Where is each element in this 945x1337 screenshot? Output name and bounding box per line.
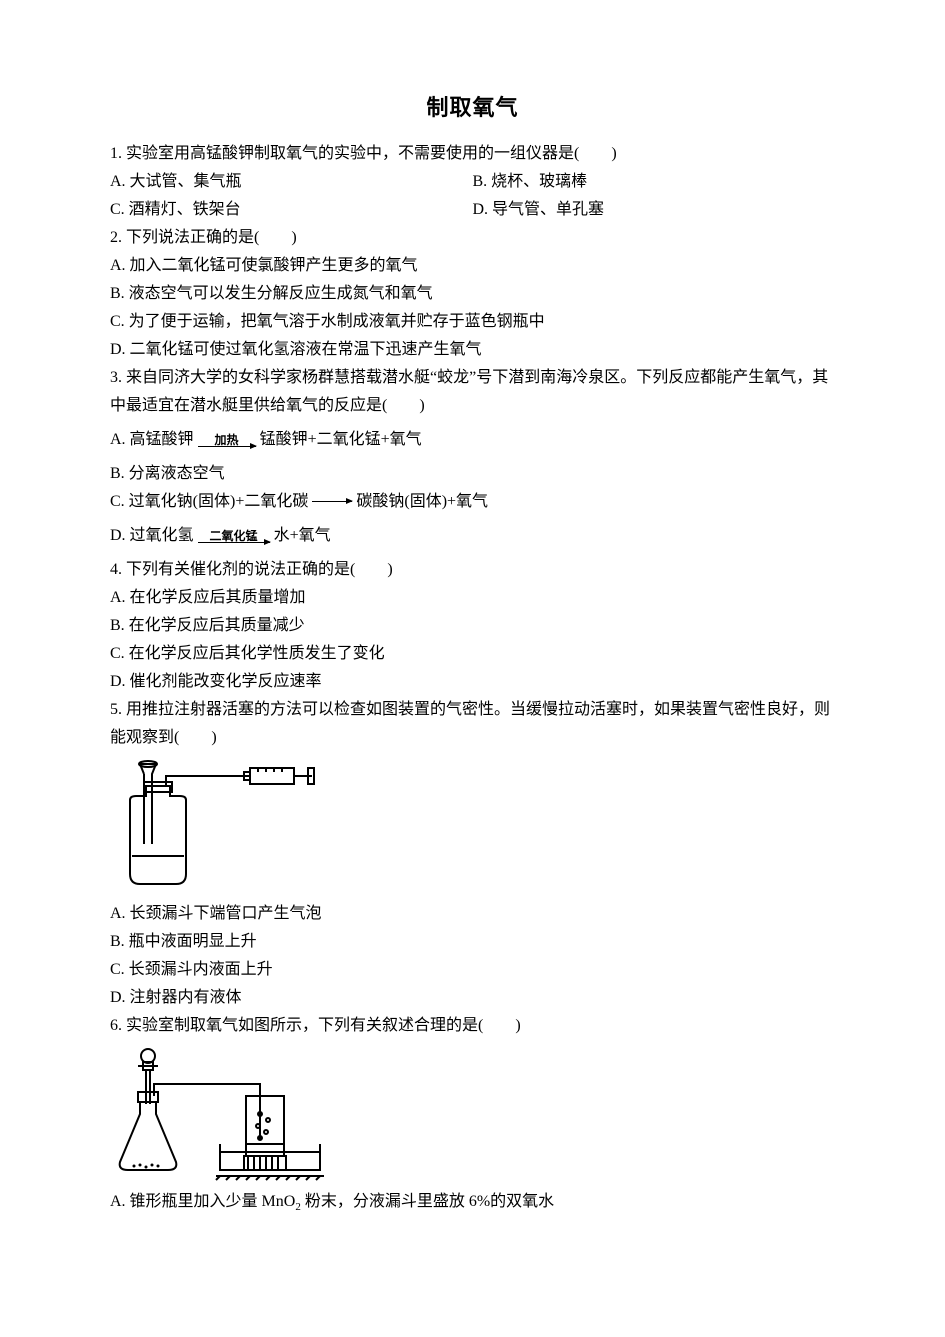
q1-stem: 1. 实验室用高锰酸钾制取氧气的实验中，不需要使用的一组仪器是( ): [110, 140, 835, 168]
q1-opt-b: B. 烧杯、玻璃棒: [473, 168, 836, 196]
q3-a-left: A. 高锰酸钾: [110, 431, 194, 448]
q4-opt-a: A. 在化学反应后其质量增加: [110, 584, 835, 612]
q5-stem: 5. 用推拉注射器活塞的方法可以检查如图装置的气密性。当缓慢拉动活塞时，如果装置…: [110, 696, 835, 752]
q5-figure: [110, 756, 835, 896]
q3-stem: 3. 来自同济大学的女科学家杨群慧搭载潜水艇“蛟龙”号下潜到南海冷泉区。下列反应…: [110, 364, 835, 420]
apparatus-diagram-icon: [110, 756, 320, 896]
q2-opt-c: C. 为了便于运输，把氧气溶于水制成液氧并贮存于蓝色钢瓶中: [110, 308, 835, 336]
q2-opt-d: D. 二氧化锰可使过氧化氢溶液在常温下迅速产生氧气: [110, 336, 835, 364]
q1-opt-c: C. 酒精灯、铁架台: [110, 196, 473, 224]
q1-row-ab: A. 大试管、集气瓶 B. 烧杯、玻璃棒: [110, 168, 835, 196]
q6-opt-a: A. 锥形瓶里加入少量 MnO2 粉末，分液漏斗里盛放 6%的双氧水: [110, 1188, 835, 1221]
q4-opt-b: B. 在化学反应后其质量减少: [110, 612, 835, 640]
q2-opt-a: A. 加入二氧化锰可使氯酸钾产生更多的氧气: [110, 252, 835, 280]
q3-opt-d: D. 过氧化氢 二氧化锰 水+氧气: [110, 516, 835, 556]
q1-opt-a: A. 大试管、集气瓶: [110, 168, 473, 196]
q3-opt-a: A. 高锰酸钾 加热 锰酸钾+二氧化锰+氧气: [110, 420, 835, 460]
q3-c-right: 碳酸钠(固体)+氧气: [356, 493, 488, 510]
q2-opt-b: B. 液态空气可以发生分解反应生成氮气和氧气: [110, 280, 835, 308]
q5-opt-b: B. 瓶中液面明显上升: [110, 928, 835, 956]
apparatus-diagram-icon: [110, 1044, 340, 1184]
q4-opt-c: C. 在化学反应后其化学性质发生了变化: [110, 640, 835, 668]
reaction-arrow-icon: 二氧化锰: [198, 526, 270, 546]
q5-opt-d: D. 注射器内有液体: [110, 984, 835, 1012]
q1-opt-d: D. 导气管、单孔塞: [473, 196, 836, 224]
q3-d-cond: 二氧化锰: [198, 522, 270, 550]
q6-a-pre: A. 锥形瓶里加入少量 MnO: [110, 1193, 295, 1210]
q6-stem: 6. 实验室制取氧气如图所示，下列有关叙述合理的是( ): [110, 1012, 835, 1040]
q3-a-right: 锰酸钾+二氧化锰+氧气: [260, 431, 422, 448]
q3-opt-c: C. 过氧化钠(固体)+二氧化碳 碳酸钠(固体)+氧气: [110, 488, 835, 516]
q5-opt-a: A. 长颈漏斗下端管口产生气泡: [110, 900, 835, 928]
q3-a-cond: 加热: [198, 426, 256, 454]
q4-opt-d: D. 催化剂能改变化学反应速率: [110, 668, 835, 696]
q3-c-left: C. 过氧化钠(固体)+二氧化碳: [110, 493, 308, 510]
q6-figure: [110, 1044, 835, 1184]
q4-stem: 4. 下列有关催化剂的说法正确的是( ): [110, 556, 835, 584]
page-title: 制取氧气: [110, 90, 835, 122]
q1-row-cd: C. 酒精灯、铁架台 D. 导气管、单孔塞: [110, 196, 835, 224]
q3-d-right: 水+氧气: [274, 527, 331, 544]
q3-opt-b: B. 分离液态空气: [110, 460, 835, 488]
q3-d-left: D. 过氧化氢: [110, 527, 194, 544]
q5-opt-c: C. 长颈漏斗内液面上升: [110, 956, 835, 984]
worksheet-page: 制取氧气 1. 实验室用高锰酸钾制取氧气的实验中，不需要使用的一组仪器是( ) …: [0, 0, 945, 1337]
reaction-arrow-icon: [312, 496, 352, 508]
reaction-arrow-icon: 加热: [198, 430, 256, 450]
q2-stem: 2. 下列说法正确的是( ): [110, 224, 835, 252]
q6-a-post: 粉末，分液漏斗里盛放 6%的双氧水: [301, 1193, 554, 1210]
